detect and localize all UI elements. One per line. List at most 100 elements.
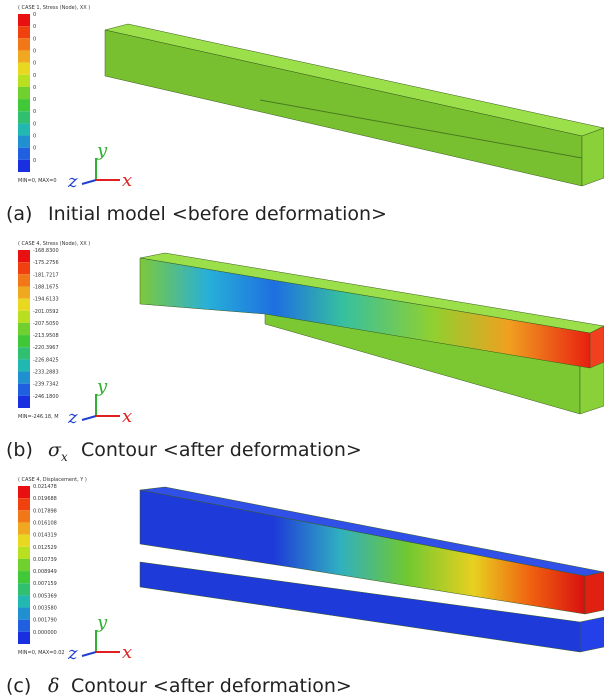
legend-swatch xyxy=(18,522,30,534)
axis-label-y: y xyxy=(96,612,108,633)
legend-swatch xyxy=(18,311,30,323)
legend-swatch xyxy=(18,608,30,620)
legend-label: -226.8425 xyxy=(33,357,59,363)
legend-title: ( CASE 4, Stress (Node), XX ) xyxy=(18,241,90,247)
legend-swatch xyxy=(18,262,30,274)
legend-label: 0 xyxy=(33,121,36,127)
caption-symbol: σ xyxy=(48,439,62,461)
legend-swatch xyxy=(18,87,30,99)
legend-label: 0 xyxy=(33,109,36,115)
legend-swatch xyxy=(18,75,30,87)
legend-label: -239.7342 xyxy=(33,382,59,388)
legend-label: 0 xyxy=(33,97,36,103)
legend-swatch xyxy=(18,571,30,583)
legend-swatch xyxy=(18,274,30,286)
axis-label-y: y xyxy=(96,376,108,397)
legend-swatch xyxy=(18,384,30,396)
legend-footer: MIN=0, MAX=0 xyxy=(18,178,57,184)
legend-label: 0.001790 xyxy=(33,618,57,624)
caption-subscript: x xyxy=(61,450,68,464)
legend-label: -201.0592 xyxy=(33,309,59,315)
caption-label: (a) xyxy=(6,203,32,225)
beam-end xyxy=(585,572,604,614)
axis-z xyxy=(82,652,96,656)
legend-label: 0.007159 xyxy=(33,581,57,587)
legend-swatch xyxy=(18,136,30,148)
legend-swatch xyxy=(18,160,30,172)
legend-swatch xyxy=(18,486,30,498)
axis-label-z: z xyxy=(67,171,78,192)
legend-label: 0 xyxy=(33,146,36,152)
legend-swatch xyxy=(18,250,30,262)
legend-swatch xyxy=(18,38,30,50)
legend-label: -188.1675 xyxy=(33,284,59,290)
caption-text: Initial model <before deformation> xyxy=(48,203,387,225)
caption-label: (b) xyxy=(6,439,33,461)
legend-label: -213.9508 xyxy=(33,333,59,339)
legend-label: -233.2883 xyxy=(33,370,59,376)
legend-swatch xyxy=(18,299,30,311)
legend-swatch xyxy=(18,286,30,298)
legend-swatch xyxy=(18,347,30,359)
legend-swatch xyxy=(18,63,30,75)
legend-swatch xyxy=(18,595,30,607)
legend-swatch xyxy=(18,50,30,62)
legend-swatch xyxy=(18,547,30,559)
legend-swatch xyxy=(18,535,30,547)
legend-swatch xyxy=(18,148,30,160)
legend-label: -181.7217 xyxy=(33,272,59,278)
legend-swatch xyxy=(18,372,30,384)
legend-swatch xyxy=(18,632,30,644)
beam-lower-end xyxy=(580,617,604,652)
legend-swatch xyxy=(18,323,30,335)
legend-swatch xyxy=(18,396,30,408)
axis-label-x: x xyxy=(122,406,132,427)
legend-swatch xyxy=(18,620,30,632)
legend-swatch xyxy=(18,559,30,571)
legend-swatch xyxy=(18,14,30,26)
legend-label: 0.000000 xyxy=(33,630,57,636)
legend-label: 0.021478 xyxy=(33,484,57,490)
legend-swatch xyxy=(18,510,30,522)
legend-label: 0.014319 xyxy=(33,533,57,539)
legend-title: ( CASE 1, Stress (Node), XX ) xyxy=(18,5,90,11)
legend-swatch xyxy=(18,99,30,111)
legend-label: 0 xyxy=(33,85,36,91)
caption-symbol: δ xyxy=(48,675,59,696)
legend-swatch xyxy=(18,359,30,371)
figure: ( CASE 1, Stress (Node), XX )00000000000… xyxy=(0,0,604,696)
legend-label: 0 xyxy=(33,158,36,164)
axis-z xyxy=(82,180,96,184)
legend-label: -168.8300 xyxy=(33,248,59,254)
legend-swatch xyxy=(18,123,30,135)
axis-label-x: x xyxy=(122,642,132,663)
axis-z xyxy=(82,416,96,420)
caption-label: (c) xyxy=(6,675,31,696)
legend-label: 0 xyxy=(33,12,36,18)
legend-swatch xyxy=(18,335,30,347)
legend-swatch xyxy=(18,583,30,595)
legend-label: -246.1800 xyxy=(33,394,59,400)
legend-label: -194.6133 xyxy=(33,297,59,303)
caption-text: Contour <after deformation> xyxy=(81,439,362,461)
legend-label: 0 xyxy=(33,24,36,30)
legend-swatch xyxy=(18,26,30,38)
legend-footer: MIN=-246.18, M xyxy=(18,414,59,420)
legend-label: 0.010739 xyxy=(33,557,57,563)
legend-label: 0 xyxy=(33,61,36,67)
beam-end xyxy=(590,326,604,368)
legend-label: 0 xyxy=(33,48,36,54)
legend-label: 0.012529 xyxy=(33,545,57,551)
axis-label-z: z xyxy=(67,643,78,664)
legend-label: 0.008949 xyxy=(33,569,57,575)
axis-label-y: y xyxy=(96,140,108,161)
legend-swatch xyxy=(18,498,30,510)
axis-label-x: x xyxy=(122,170,132,191)
legend-label: 0 xyxy=(33,73,36,79)
legend-label: 0 xyxy=(33,134,36,140)
caption-text: Contour <after deformation> xyxy=(71,675,352,696)
axis-label-z: z xyxy=(67,407,78,428)
legend-label: -175.2756 xyxy=(33,260,59,266)
beam-end xyxy=(582,128,604,186)
legend-label: 0 xyxy=(33,36,36,42)
